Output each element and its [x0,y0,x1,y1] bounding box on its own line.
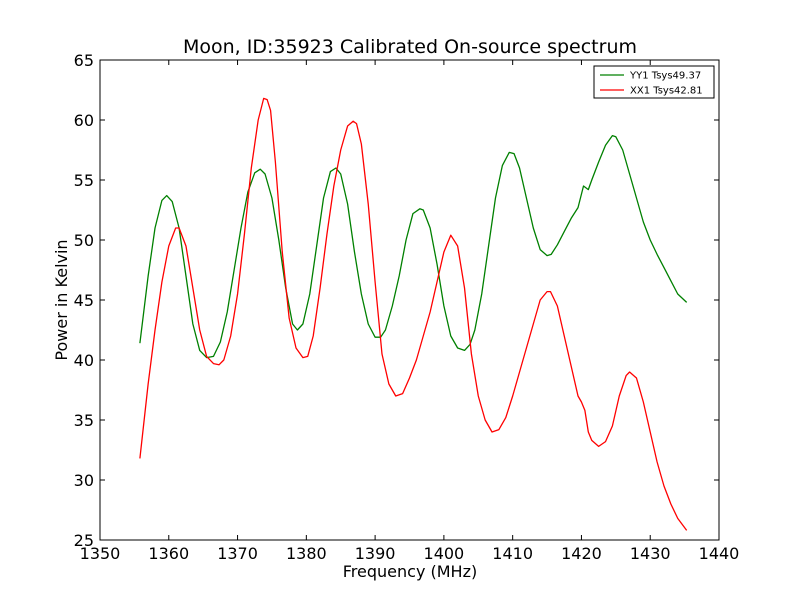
x-tick-label: 1430 [630,544,671,563]
series-line-1 [139,134,688,359]
chart-title: Moon, ID:35923 Calibrated On-source spec… [183,36,637,58]
x-tick-label: 1360 [148,544,189,563]
y-axis-label: Power in Kelvin [52,239,71,360]
legend-label-2: XX1 Tsys42.81 [630,86,703,97]
x-tick-label: 1410 [492,544,533,563]
y-tick-label: 45 [74,291,94,310]
y-tick-label: 30 [74,471,94,490]
x-axis-ticks: 1350 1360 1370 1380 1390 1400 1410 1420 1430 1440 [80,60,740,563]
y-tick-label: 40 [74,351,94,370]
x-tick-label: 1370 [217,544,258,563]
x-tick-label: 1420 [561,544,602,563]
y-tick-label: 65 [74,51,94,70]
x-tick-label: 1390 [355,544,396,563]
plot-lines [139,97,688,531]
x-axis-label: Frequency (MHz) [343,562,477,581]
legend-label-1: YY1 Tsys49.37 [629,71,701,82]
y-tick-label: 35 [74,411,94,430]
y-tick-label: 60 [74,111,94,130]
legend: YY1 Tsys49.37 XX1 Tsys42.81 [593,65,715,99]
x-tick-label: 1380 [286,544,327,563]
x-tick-label: 1400 [424,544,465,563]
y-tick-label: 25 [74,531,94,550]
y-axis-ticks: 25 30 35 40 45 50 55 60 65 [74,51,719,550]
series-line-2 [139,97,688,531]
x-tick-label: 1350 [80,544,121,563]
y-tick-label: 50 [74,231,94,250]
y-tick-label: 55 [74,171,94,190]
legend-box [593,65,715,99]
x-tick-label: 1440 [699,544,740,563]
